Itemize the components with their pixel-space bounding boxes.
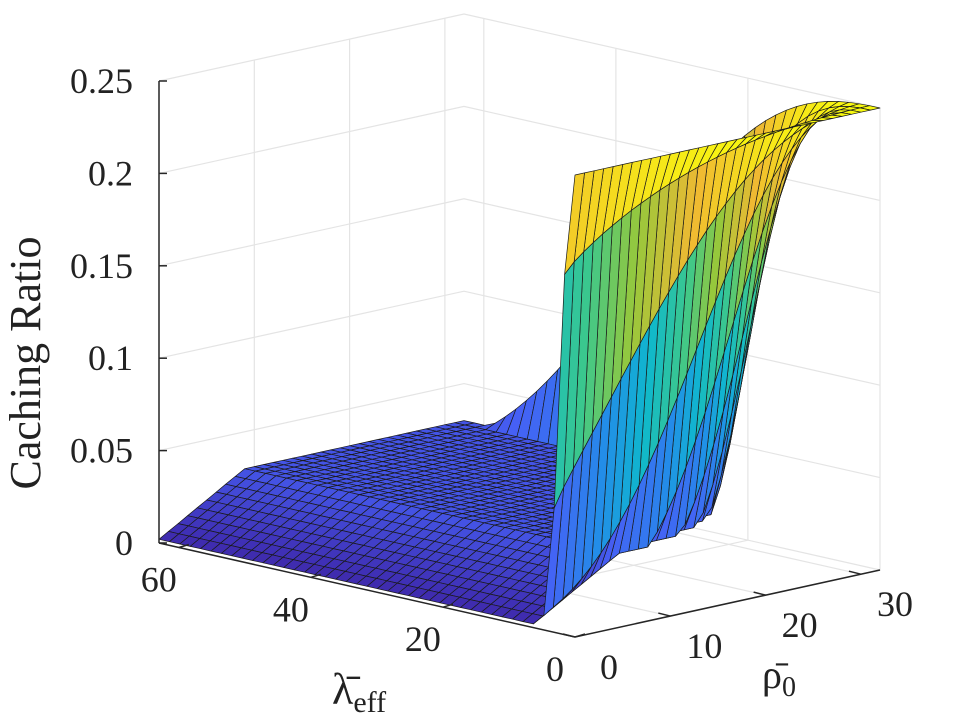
surface-patch [564,172,585,275]
x-tick-label: 0 [546,649,564,689]
y-tick [658,612,671,617]
x-axis-label-sub: eff [353,686,386,719]
x-tick [310,573,322,579]
back-pane-left [159,14,464,543]
y-axis-label: ρ̄0 [762,652,796,703]
y-tick-label: 30 [877,584,913,624]
y-tick-label: 0 [600,647,618,687]
surface [158,101,881,625]
grid-line-z [158,13,881,109]
y-tick [848,570,862,575]
svg-text:λ̄eff: λ̄eff [332,665,386,719]
x-tick [442,603,454,608]
x-axis-line [158,542,576,638]
z-tick-label: 0.15 [70,246,133,286]
z-tick-label: 0.05 [70,431,133,471]
y-axis-line [574,569,881,638]
x-tick-label: 40 [273,589,309,629]
z-tick-label: 0.25 [70,61,133,101]
axes [158,80,881,638]
y-tick-label: 20 [782,605,818,645]
z-axis-label: Caching Ratio [1,237,50,490]
x-axis-label: λ̄eff [332,665,386,719]
x-tick-label: 60 [141,559,177,599]
y-tick-label: 10 [686,626,722,666]
x-tick [178,543,190,549]
x-tick [574,633,586,638]
z-tick-label: 0.2 [88,153,133,193]
z-tick-label: 0 [115,523,133,563]
z-tick-label: 0.1 [88,338,133,378]
grid-line-z [158,382,881,479]
y-tick [753,591,766,596]
y-axis-label-sub: 0 [782,672,796,703]
svg-text:ρ̄0: ρ̄0 [762,652,796,703]
x-tick-label: 20 [405,619,441,659]
y-tick [562,633,576,638]
